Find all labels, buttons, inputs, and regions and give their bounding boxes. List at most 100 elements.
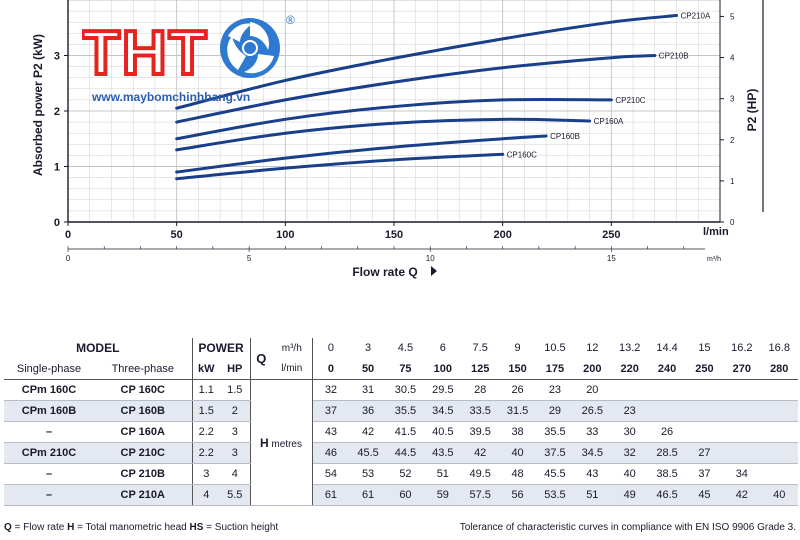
three-phase-header: Three-phase <box>94 358 193 380</box>
chart-curves: CP210A CP210B CP210C CP160A CP160B CP160C <box>175 12 711 181</box>
head-value-cell <box>685 400 724 422</box>
table-header-row-1: MODEL POWER Q m³/h 0 3 4.5 6 7.5 9 10.5 12 13.2 1… <box>4 338 798 380</box>
model-three-phase: CP 160A <box>94 421 193 443</box>
head-value-cell <box>760 400 798 422</box>
curve-label-CP160B: CP160B <box>550 132 580 141</box>
head-value-cell: 23 <box>536 379 574 401</box>
head-value-cell: 20 <box>573 379 611 401</box>
head-value-cell: 26.5 <box>573 400 611 422</box>
curve-CP210A <box>175 14 679 110</box>
head-value-cell: 33.5 <box>461 400 499 422</box>
x-tick-label-lmin: 0 <box>65 229 71 241</box>
head-value-cell: 51 <box>573 484 611 506</box>
head-value-cell: 45 <box>685 484 724 506</box>
power-header: POWER <box>192 338 251 358</box>
head-value-cell: 46 <box>312 442 350 464</box>
model-single-phase: CPm 160B <box>4 400 94 422</box>
head-value-cell: 32 <box>611 442 649 464</box>
head-value-cell: 42 <box>349 421 387 443</box>
x-tick-label-lmin: 150 <box>385 229 403 241</box>
curve-CP210B <box>175 54 657 124</box>
head-value-cell: 23 <box>611 400 649 422</box>
head-value-cell: 40 <box>498 442 537 464</box>
head-value-cell: 40 <box>611 463 649 485</box>
head-value-cell <box>760 379 798 401</box>
y-tick-label-left: 3 <box>54 51 60 63</box>
head-value-cell: 48 <box>498 463 537 485</box>
head-value-cell: 56 <box>498 484 537 506</box>
head-value-cell: 51 <box>424 463 462 485</box>
x-tick-label-lmin: 250 <box>602 229 620 241</box>
head-value-cell <box>760 421 798 443</box>
power-kw: 3 <box>192 463 220 485</box>
head-value-cell: 29 <box>536 400 574 422</box>
head-value-cell: 45.5 <box>536 463 574 485</box>
table-row: – CP 160A 2.2 3 43 42 41.5 40.5 39.5 38 35.5 33 30 26 <box>4 421 798 443</box>
head-value-cell: 39.5 <box>461 421 499 443</box>
flow-m3h-cell: 6 <box>439 342 446 354</box>
y-tick-label-left: 1 <box>54 162 60 174</box>
flow-lmin-cell: 125 <box>461 358 499 380</box>
flow-m3h-cell: 7.5 <box>472 342 488 354</box>
flow-m3h-cell: 16.8 <box>768 342 790 354</box>
x-tick-label-m3h: 15 <box>607 254 616 263</box>
model-three-phase: CP 210B <box>94 463 193 485</box>
model-single-phase: – <box>4 463 94 485</box>
head-value-cell: 29.5 <box>424 379 462 401</box>
head-value-cell: 34 <box>723 463 761 485</box>
model-header: MODEL <box>4 338 193 358</box>
head-value-cell <box>685 421 724 443</box>
flow-m3h-cell: 10.5 <box>544 342 566 354</box>
performance-table: MODEL POWER Q m³/h 0 3 4.5 6 7.5 9 10.5 12 13.2 1… <box>4 338 798 506</box>
table-row: CPm 210C CP 210C 2.2 3 46 45.5 44.5 43.5 42 40 37.… <box>4 442 798 464</box>
power-kw: 2.2 <box>192 442 220 464</box>
flow-lmin-cell: 200 <box>573 358 611 380</box>
head-value-cell: 34.5 <box>573 442 611 464</box>
y-tick-label-right: 4 <box>730 54 735 63</box>
flow-lmin-cell: 50 <box>349 358 387 380</box>
head-value-cell: 30 <box>611 421 649 443</box>
y-tick-label-right: 1 <box>730 177 735 186</box>
flow-lmin-cell: 0 <box>312 358 350 380</box>
flow-m3h-cell: 3 <box>365 342 372 354</box>
single-phase-header: Single-phase <box>4 358 94 380</box>
flow-m3h-cell: 0 <box>327 342 334 354</box>
head-value-cell: 28.5 <box>648 442 686 464</box>
head-value-cell: 35.5 <box>536 421 574 443</box>
flow-m3h-cell: 16.2 <box>731 342 753 354</box>
y-tick-label-left: 2 <box>54 106 60 118</box>
table-row: CPm 160B CP 160B 1.5 2 37 36 35.5 34.5 33.5 31.5 2… <box>4 400 798 422</box>
head-value-cell: 37 <box>685 463 724 485</box>
head-value-cell: 61 <box>349 484 387 506</box>
head-value-cell <box>723 421 761 443</box>
x-tick-label-m3h: 0 <box>66 254 71 263</box>
model-three-phase: CP 160C <box>94 379 193 401</box>
curve-label-CP160C: CP160C <box>507 150 537 159</box>
y-tick-label-right: 5 <box>730 12 735 21</box>
head-value-cell: 33 <box>573 421 611 443</box>
model-single-phase: CPm 160C <box>4 379 94 401</box>
y-tick-label-right: 3 <box>730 95 735 104</box>
y-tick-label-right: 0 <box>730 218 735 227</box>
q-unit-m3h: m³/h <box>272 338 313 358</box>
head-value-cell: 38 <box>498 421 537 443</box>
head-value-cell: 27 <box>685 442 724 464</box>
power-kw: 2.2 <box>192 421 220 443</box>
head-value-cell <box>760 463 798 485</box>
head-value-cell: 30.5 <box>386 379 425 401</box>
head-value-cell: 60 <box>386 484 425 506</box>
table-row: – CP 210B 3 4 54 53 52 51 49.5 48 45.5 43 40 38.5 37 34 <box>4 463 798 485</box>
model-three-phase: CP 210A <box>94 484 193 506</box>
x-tick-label-lmin: 200 <box>493 229 511 241</box>
head-value-cell: 31.5 <box>498 400 537 422</box>
flow-m3h-cell: 15 <box>698 342 711 354</box>
head-value-cell: 40 <box>760 484 798 506</box>
table-row: – CP 210A 4 5.5 61 61 60 59 57.5 56 53.5 51 49 46.5 45… <box>4 484 798 506</box>
head-value-cell: 61 <box>312 484 350 506</box>
flow-lmin-cell: 220 <box>611 358 649 380</box>
x-axis-arrow-icon <box>431 266 437 276</box>
head-value-cell: 53.5 <box>536 484 574 506</box>
q-unit-lmin: l/min <box>272 358 313 380</box>
